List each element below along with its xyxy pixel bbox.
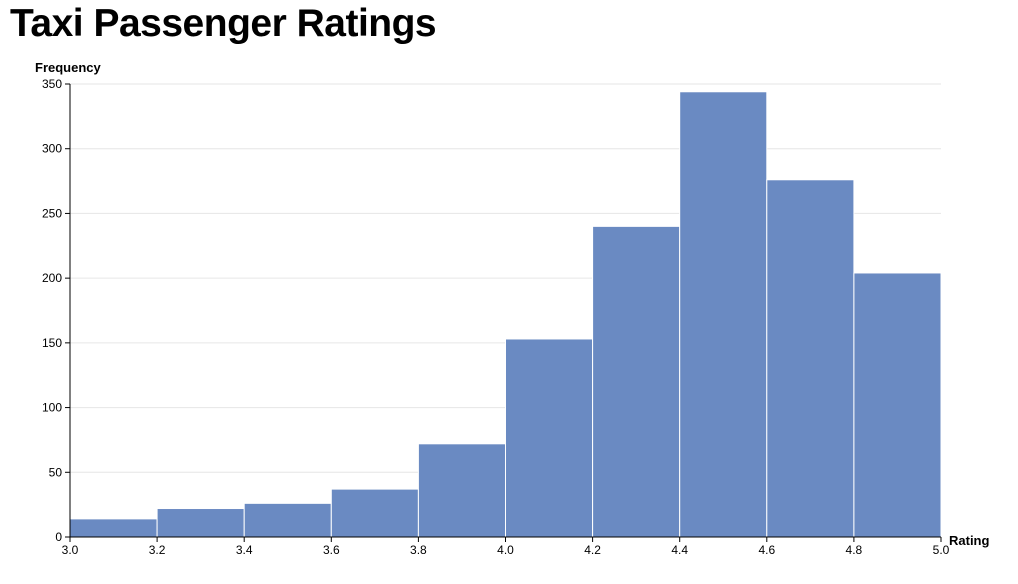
x-tick-label: 3.8 [410, 543, 427, 557]
chart-title: Taxi Passenger Ratings [10, 2, 437, 45]
bars [69, 91, 942, 538]
y-tick-label: 50 [49, 465, 63, 479]
histogram-bar [243, 502, 332, 538]
x-tick-label: 4.4 [671, 543, 688, 557]
y-tick-label: 150 [42, 336, 62, 350]
histogram-bar [156, 508, 245, 538]
y-tick-label: 250 [42, 206, 62, 220]
histogram-bar [853, 272, 942, 538]
x-tick-label: 4.8 [846, 543, 863, 557]
x-tick-label: 3.0 [62, 543, 79, 557]
y-tick-label: 0 [55, 530, 62, 544]
y-axis-title: Frequency [35, 60, 102, 75]
histogram-bar [679, 91, 768, 538]
y-tick-label: 350 [42, 77, 62, 91]
histogram-bar [417, 443, 506, 538]
x-tick-label: 3.4 [236, 543, 253, 557]
histogram-bar [592, 225, 681, 538]
x-tick-label: 5.0 [933, 543, 950, 557]
x-tick-label: 4.2 [584, 543, 601, 557]
histogram-bar [69, 518, 158, 538]
y-tick-label: 200 [42, 271, 62, 285]
x-tick-label: 4.6 [758, 543, 775, 557]
y-tick-label: 100 [42, 401, 62, 415]
y-axis-ticks: 0 50 100 150 200 250 300 350 [42, 77, 70, 544]
x-tick-label: 4.0 [497, 543, 514, 557]
x-axis-ticks: 3.0 3.2 3.4 3.6 3.8 4.0 4.2 4.4 4.6 4.8 5.0 [62, 537, 950, 557]
y-tick-label: 300 [42, 142, 62, 156]
histogram-bar [330, 488, 419, 538]
histogram-bar [505, 338, 594, 538]
histogram-bar [766, 179, 855, 538]
x-tick-label: 3.2 [149, 543, 166, 557]
x-tick-label: 3.6 [323, 543, 340, 557]
x-axis-title: Rating [949, 533, 990, 548]
